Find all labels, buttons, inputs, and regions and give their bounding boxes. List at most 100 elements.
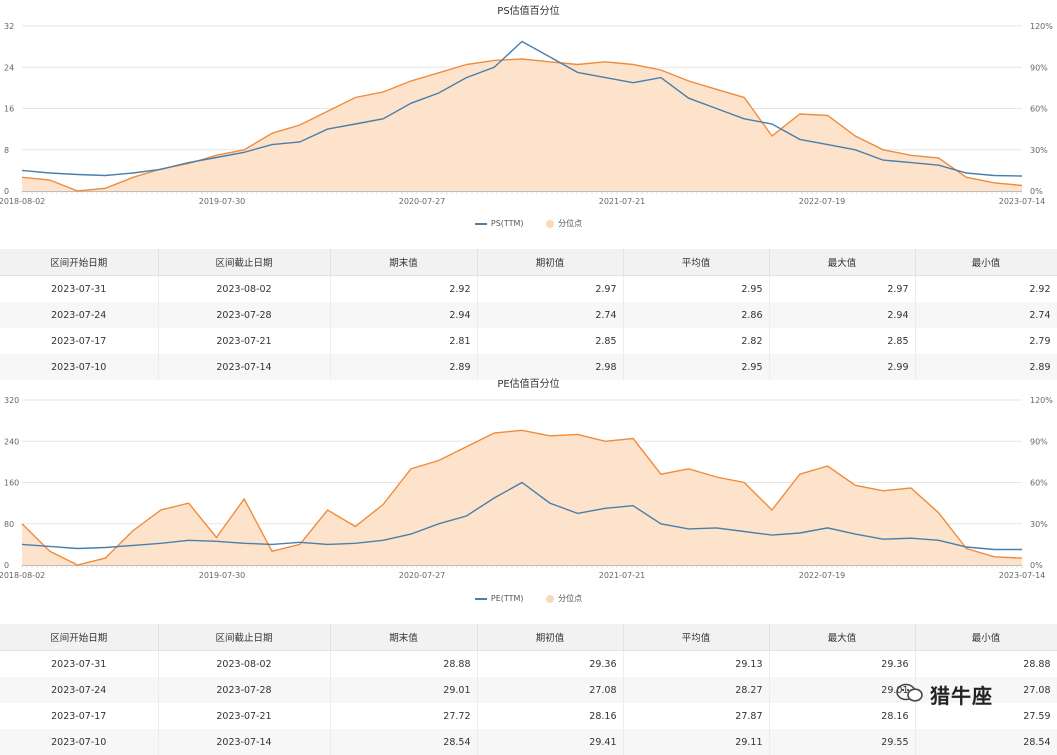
y-left-tick-label: 0 <box>4 561 9 570</box>
cell-value: 2.95 <box>623 354 770 380</box>
table-row: 2023-07-17 2023-07-21 27.72 28.16 27.87 28.16… <box>0 703 1057 729</box>
col-end-date: 区间截止日期 <box>158 249 331 276</box>
y-left-tick-label: 80 <box>4 520 14 529</box>
pe-legend: PE(TTM) 分位点 <box>0 593 1057 604</box>
cell-end: 2023-07-14 <box>158 729 331 755</box>
cell-start: 2023-07-31 <box>0 275 159 302</box>
y-right-tick-label: 90% <box>1030 63 1048 72</box>
cell-value: 2.86 <box>623 302 770 328</box>
col-average: 平均值 <box>623 249 770 276</box>
cell-start: 2023-07-10 <box>0 354 159 380</box>
cell-end: 2023-08-02 <box>158 650 331 677</box>
percentile-area <box>22 430 1022 565</box>
cell-value: 2.92 <box>330 275 478 302</box>
col-min: 最小值 <box>915 624 1057 651</box>
ps-stats-table: 区间开始日期 区间截止日期 期末值 期初值 平均值 最大值 最小值 2023-0… <box>0 249 1057 380</box>
y-right-tick-label: 90% <box>1030 437 1048 446</box>
cell-value: 29.13 <box>623 650 770 677</box>
ps-legend-value[interactable]: PS(TTM) <box>474 219 524 228</box>
x-tick-label: 2019-07-30 <box>199 571 246 580</box>
cell-value: 2.85 <box>769 328 916 354</box>
y-right-tick-label: 60% <box>1030 479 1048 488</box>
y-left-tick-label: 0 <box>4 187 9 196</box>
y-right-tick-label: 30% <box>1030 520 1048 529</box>
cell-value: 2.99 <box>769 354 916 380</box>
x-tick-label: 2022-07-19 <box>799 571 846 580</box>
cell-value: 27.59 <box>915 703 1057 729</box>
cell-start: 2023-07-10 <box>0 729 159 755</box>
cell-value: 29.36 <box>477 650 624 677</box>
y-left-tick-label: 16 <box>4 105 14 114</box>
cell-start: 2023-07-17 <box>0 328 159 354</box>
cell-value: 2.95 <box>623 275 770 302</box>
x-tick-label: 2023-07-14 <box>999 571 1046 580</box>
cell-value: 2.94 <box>330 302 478 328</box>
col-max: 最大值 <box>769 249 916 276</box>
col-start-date: 区间开始日期 <box>0 249 159 276</box>
ps-legend-percentile[interactable]: 分位点 <box>546 218 582 229</box>
cell-value: 2.81 <box>330 328 478 354</box>
cell-value: 2.79 <box>915 328 1057 354</box>
cell-value: 2.85 <box>477 328 624 354</box>
col-end-value: 期末值 <box>330 624 478 651</box>
y-left-tick-label: 32 <box>4 22 14 31</box>
col-max: 最大值 <box>769 624 916 651</box>
cell-value: 28.54 <box>915 729 1057 755</box>
col-begin-value: 期初值 <box>477 624 624 651</box>
table-header-row: 区间开始日期 区间截止日期 期末值 期初值 平均值 最大值 最小值 <box>0 249 1057 276</box>
percentile-area <box>22 59 1022 191</box>
y-left-tick-label: 8 <box>4 146 9 155</box>
table-row: 2023-07-10 2023-07-14 2.89 2.98 2.95 2.99 2.89 <box>0 354 1057 380</box>
table-header-row: 区间开始日期 区间截止日期 期末值 期初值 平均值 最大值 最小值 <box>0 624 1057 651</box>
x-tick-label: 2020-07-27 <box>399 197 446 206</box>
col-begin-value: 期初值 <box>477 249 624 276</box>
cell-value: 2.97 <box>769 275 916 302</box>
pe-legend-value[interactable]: PE(TTM) <box>474 594 524 603</box>
y-left-tick-label: 320 <box>4 396 19 405</box>
cell-value: 2.94 <box>769 302 916 328</box>
table-row: 2023-07-24 2023-07-28 2.94 2.74 2.86 2.94 2.74 <box>0 302 1057 328</box>
col-average: 平均值 <box>623 624 770 651</box>
cell-end: 2023-07-21 <box>158 703 331 729</box>
cell-value: 2.98 <box>477 354 624 380</box>
cell-value: 28.54 <box>330 729 478 755</box>
pe-chart-title: PE估值百分位 <box>497 379 560 390</box>
cell-value: 2.89 <box>915 354 1057 380</box>
cell-start: 2023-07-24 <box>0 302 159 328</box>
cell-value: 28.16 <box>477 703 624 729</box>
cell-value: 27.87 <box>623 703 770 729</box>
cell-value: 27.08 <box>915 677 1057 703</box>
cell-value: 28.16 <box>769 703 916 729</box>
cell-value: 2.92 <box>915 275 1057 302</box>
y-right-tick-label: 0% <box>1030 561 1043 570</box>
col-start-date: 区间开始日期 <box>0 624 159 651</box>
cell-value: 29.41 <box>477 729 624 755</box>
table-row: 2023-07-31 2023-08-02 2.92 2.97 2.95 2.97 2.92 <box>0 275 1057 302</box>
pe-legend-percentile[interactable]: 分位点 <box>546 593 582 604</box>
x-tick-label: 2018-08-02 <box>0 197 45 206</box>
x-tick-label: 2020-07-27 <box>399 571 446 580</box>
col-min: 最小值 <box>915 249 1057 276</box>
ps-chart-title: PS估值百分位 <box>497 6 560 17</box>
cell-start: 2023-07-17 <box>0 703 159 729</box>
cell-value: 27.08 <box>477 677 624 703</box>
pe-chart: 0 80 160 240 320 0% 30% 60% 90% 120% 2018-08-02 201… <box>0 396 1053 580</box>
line-swatch-icon <box>474 222 487 225</box>
cell-end: 2023-08-02 <box>158 275 331 302</box>
cell-value: 2.82 <box>623 328 770 354</box>
cell-end: 2023-07-21 <box>158 328 331 354</box>
table-row: 2023-07-17 2023-07-21 2.81 2.85 2.82 2.85 2.79 <box>0 328 1057 354</box>
ps-chart: 0 8 16 24 32 0% 30% 60% 90% 120% 2018-08-02 2019-07… <box>0 22 1053 206</box>
cell-end: 2023-07-28 <box>158 677 331 703</box>
wechat-logo-icon <box>896 683 923 702</box>
pe-stats-table: 区间开始日期 区间截止日期 期末值 期初值 平均值 最大值 最小值 2023-0… <box>0 624 1057 755</box>
x-tick-label: 2018-08-02 <box>0 571 45 580</box>
x-tick-label: 2022-07-19 <box>799 197 846 206</box>
cell-value: 28.88 <box>915 650 1057 677</box>
value-line <box>21 40 1023 177</box>
percentile-line <box>21 58 1023 192</box>
y-right-tick-label: 60% <box>1030 105 1048 114</box>
cell-value: 29.55 <box>769 729 916 755</box>
x-tick-label: 2023-07-14 <box>999 197 1046 206</box>
x-tick-label: 2019-07-30 <box>199 197 246 206</box>
